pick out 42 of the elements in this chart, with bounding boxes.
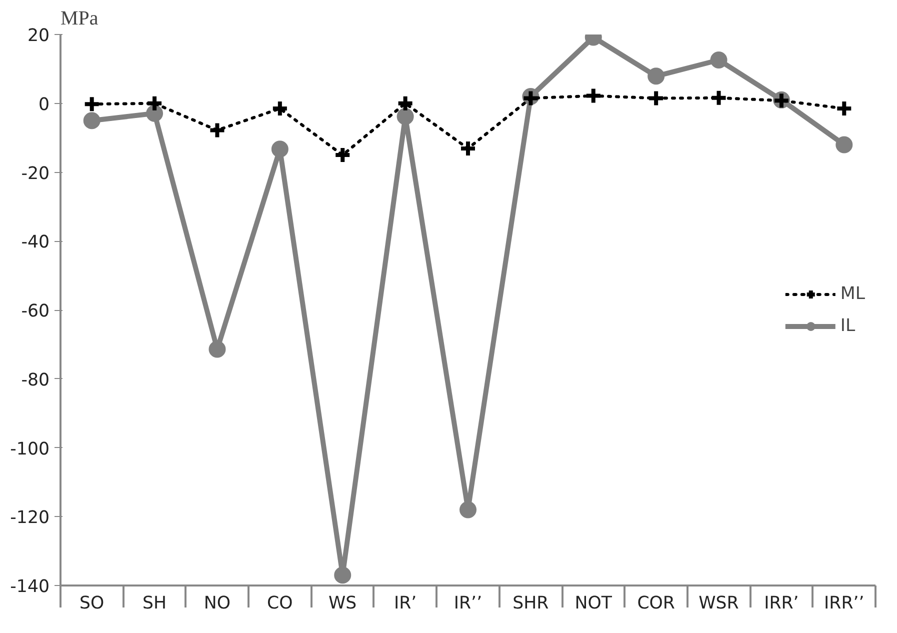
- y-tick-label: -100: [10, 439, 50, 460]
- point: [584, 86, 602, 105]
- point: [460, 501, 476, 518]
- x-tick-label: IR’’: [454, 594, 482, 614]
- y-tick-label: -80: [21, 370, 50, 390]
- x-tick-label: NOT: [574, 594, 612, 614]
- x-tick-label: WS: [328, 594, 357, 614]
- point: [396, 108, 414, 125]
- x-tick-label: SHR: [512, 594, 549, 614]
- y-tick-label: -60: [21, 302, 50, 322]
- point: [82, 95, 101, 114]
- legend-label: ML: [840, 284, 865, 304]
- y-tick-label: 0: [38, 94, 50, 115]
- point: [836, 136, 853, 154]
- x-tick-label: NO: [204, 594, 231, 614]
- x-tick-label: WSR: [698, 594, 739, 614]
- point: [648, 68, 665, 85]
- y-axis-title: MPa: [60, 8, 98, 30]
- y-tick-label: 20: [27, 26, 50, 46]
- point: [146, 104, 164, 122]
- point: [146, 94, 164, 112]
- point: [710, 52, 728, 68]
- point: [396, 94, 414, 112]
- x-tick-label: COR: [637, 594, 675, 614]
- point: [83, 112, 100, 130]
- legend-label: IL: [840, 316, 856, 336]
- x-tick-label: IRR’’: [824, 594, 864, 614]
- point: [208, 121, 226, 140]
- x-tick-label: SO: [80, 594, 104, 614]
- x-tick-label: IR’: [394, 594, 417, 614]
- x-tick-label: CO: [267, 594, 293, 614]
- x-tick-label: SH: [142, 594, 167, 614]
- y-tick-label: -20: [21, 164, 50, 184]
- point: [710, 88, 728, 107]
- y-tick-label: -120: [10, 508, 50, 528]
- point: [647, 89, 666, 108]
- x-tick-label: IRR’: [764, 594, 799, 614]
- point: [208, 340, 226, 358]
- point: [334, 566, 352, 584]
- y-tick-label: -40: [21, 232, 50, 253]
- y-tick-label: -140: [10, 577, 50, 597]
- point: [271, 140, 288, 158]
